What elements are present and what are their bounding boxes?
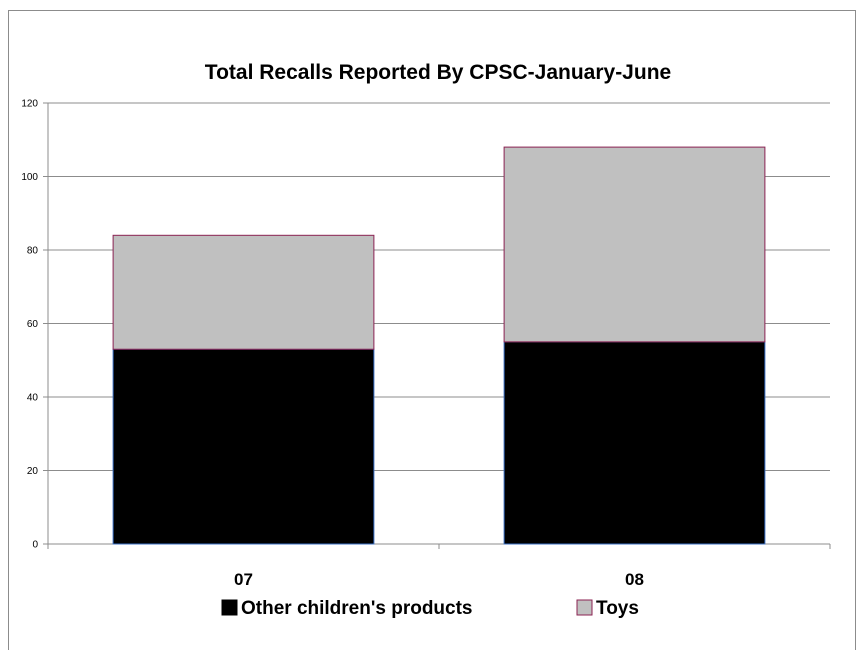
chart-frame <box>8 10 856 650</box>
legend-swatch <box>221 599 238 616</box>
legend-label: Other children's products <box>241 598 473 619</box>
bars <box>112 146 766 545</box>
y-tick-label: 80 <box>27 246 39 257</box>
chart-title: Total Recalls Reported By CPSC-January-J… <box>205 61 671 84</box>
x-axis-ticks: 07 08 <box>234 570 644 589</box>
bar-chart: Total Recalls Reported By CPSC-January-J… <box>21 61 831 619</box>
y-tick-label: 0 <box>32 540 38 551</box>
bar-other-children-products-07 <box>112 348 375 545</box>
x-tick-label: 07 <box>234 570 253 589</box>
legend-swatch <box>576 599 593 616</box>
legend: Other children's products Toys <box>221 598 639 619</box>
y-axis-ticks: 0 20 40 60 80 100 120 <box>21 99 38 551</box>
x-tick-label: 08 <box>625 570 644 589</box>
y-tick-label: 60 <box>27 319 39 330</box>
legend-label: Toys <box>596 598 639 619</box>
y-tick-label: 20 <box>27 466 39 477</box>
y-tick-label: 120 <box>21 99 38 110</box>
y-tick-label: 40 <box>27 393 39 404</box>
bar-toys-08 <box>503 146 766 343</box>
y-tick-label: 100 <box>21 172 38 183</box>
bar-other-children-products-08 <box>503 341 766 545</box>
bar-toys-07 <box>112 234 375 350</box>
